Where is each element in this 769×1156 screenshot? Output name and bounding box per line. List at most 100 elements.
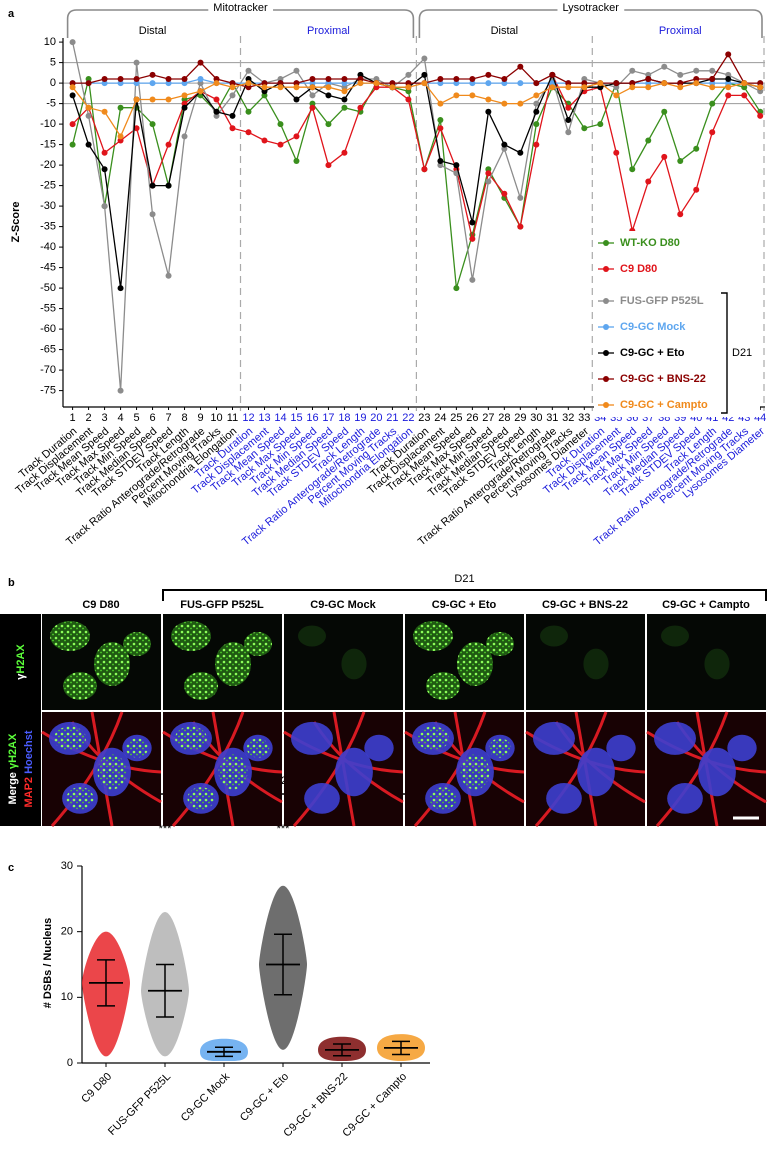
y-tick-label: -35 xyxy=(40,221,56,233)
data-point xyxy=(517,149,524,156)
data-point xyxy=(245,84,252,91)
data-point xyxy=(261,88,268,95)
data-point xyxy=(469,235,476,242)
nucleus xyxy=(727,734,757,762)
x-tick-label: 29 xyxy=(514,412,526,424)
data-point xyxy=(325,162,332,169)
nucleus-foci xyxy=(488,738,512,758)
data-point xyxy=(757,84,764,91)
data-point xyxy=(245,80,252,87)
legend-label: FUS-GFP P525L xyxy=(620,295,704,307)
data-point xyxy=(357,104,364,111)
data-point xyxy=(645,137,652,144)
x-tick-label: 12 xyxy=(242,412,254,424)
data-point xyxy=(117,133,124,140)
data-point xyxy=(309,84,316,91)
data-point xyxy=(405,80,412,87)
data-point xyxy=(293,80,300,87)
legend-label: C9-GC + BNS-22 xyxy=(620,373,706,385)
data-point xyxy=(85,141,92,148)
data-point xyxy=(229,112,236,119)
data-point xyxy=(549,80,556,87)
label-background xyxy=(208,0,274,18)
x-tick-label: 28 xyxy=(498,412,510,424)
x-tick-label: 15 xyxy=(290,412,302,424)
legend-label: WT-KO D80 xyxy=(620,237,680,249)
x-tick-label: C9 D80 xyxy=(79,1071,114,1106)
data-point xyxy=(309,104,316,111)
y-axis-label: Z-Score xyxy=(10,202,22,243)
data-point xyxy=(117,76,124,82)
data-point xyxy=(245,76,252,82)
row-label-part: H2AX xyxy=(15,644,27,674)
data-point xyxy=(341,76,348,82)
nucleus-foci xyxy=(187,787,215,810)
data-point xyxy=(229,125,236,132)
data-point xyxy=(261,92,268,99)
data-point xyxy=(277,121,284,128)
x-tick-label: C9-GC + Eto xyxy=(238,1071,291,1124)
y-tick-label: -25 xyxy=(40,180,56,192)
x-tick-label: 17 xyxy=(322,412,334,424)
y-tick-label: -50 xyxy=(40,282,56,294)
data-point xyxy=(101,80,108,87)
x-tick-label: 21 xyxy=(386,412,398,424)
x-tick-label: 19 xyxy=(354,412,366,424)
data-point xyxy=(597,84,604,91)
data-point xyxy=(437,162,444,169)
data-point xyxy=(517,100,524,107)
data-point xyxy=(581,125,588,132)
data-point xyxy=(325,92,332,99)
data-point xyxy=(485,166,492,173)
data-point xyxy=(357,71,364,78)
data-point xyxy=(741,92,748,99)
data-point xyxy=(325,84,332,91)
data-point xyxy=(405,84,412,91)
nucleus-foci xyxy=(50,621,90,651)
data-point xyxy=(85,76,92,82)
data-point xyxy=(565,84,572,91)
data-point xyxy=(229,80,236,87)
data-point xyxy=(709,84,716,91)
x-tick-label: 6 xyxy=(149,412,155,424)
data-point xyxy=(293,158,300,164)
data-point xyxy=(549,71,556,78)
data-point xyxy=(373,76,380,82)
data-point xyxy=(245,108,252,115)
row-label-part: MAP2 xyxy=(23,774,35,808)
y-tick-label: 20 xyxy=(61,926,73,938)
nucleus-foci xyxy=(429,787,457,810)
data-point xyxy=(405,88,412,95)
data-point xyxy=(677,158,684,164)
x-tick-label: 8 xyxy=(181,412,187,424)
y-tick-label: -5 xyxy=(46,98,56,110)
x-tick-label: 7 xyxy=(165,412,171,424)
data-point xyxy=(725,84,732,91)
legend-marker xyxy=(603,298,609,304)
y-tick-label: 10 xyxy=(44,36,56,48)
x-tick-label: 1 xyxy=(70,412,76,424)
series-line xyxy=(72,72,761,240)
row-label-part: Merge xyxy=(7,769,19,804)
x-tick-label: 16 xyxy=(306,412,318,424)
data-point xyxy=(149,182,156,189)
nucleus-foci xyxy=(94,642,130,686)
data-point xyxy=(245,67,252,74)
data-point xyxy=(373,84,380,91)
y-tick-label: -65 xyxy=(40,344,56,356)
panel-label: c xyxy=(8,862,14,874)
data-point xyxy=(341,96,348,103)
group-label: Lysotracker xyxy=(562,2,619,14)
nucleus-signal xyxy=(540,625,568,647)
data-point xyxy=(421,80,428,87)
nucleus-foci xyxy=(215,642,251,686)
nucleus-foci xyxy=(66,787,94,810)
data-point xyxy=(661,153,668,160)
data-point xyxy=(357,76,364,82)
data-point xyxy=(485,108,492,115)
nucleus xyxy=(606,734,636,762)
x-tick-label: C9-GC + Campto xyxy=(340,1071,409,1140)
legend-bracket xyxy=(721,292,728,414)
subgroup-label: Distal xyxy=(491,25,519,37)
data-point xyxy=(325,76,332,82)
